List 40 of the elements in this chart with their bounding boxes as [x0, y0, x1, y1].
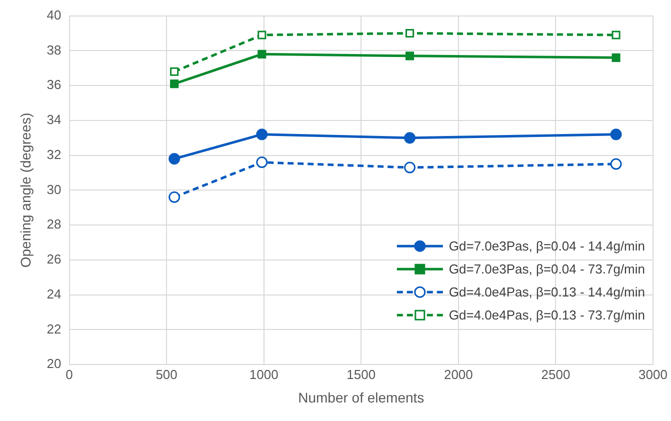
x-tick-label: 2000: [444, 366, 473, 382]
y-tick-label: 28: [46, 216, 62, 232]
point: [405, 52, 414, 60]
point: [258, 50, 266, 58]
legend-label: Gd=7.0e3Pas, β=0.04 - 14.4g/min: [448, 238, 646, 254]
y-axis-title: Opening angle (degrees): [17, 112, 34, 268]
point: [168, 191, 180, 203]
point: [256, 128, 268, 140]
y-tick-label: 32: [46, 146, 62, 162]
point: [610, 158, 622, 170]
y-tick-label: 26: [46, 252, 62, 267]
legend-label: Gd=4.0e4Pas, β=0.13 - 14.4g/min: [448, 284, 646, 300]
point: [612, 30, 620, 40]
point: [170, 80, 179, 88]
point: [404, 132, 416, 144]
x-tick-label: 2500: [541, 366, 570, 382]
point: [170, 67, 179, 76]
x-tick-label: 0: [66, 366, 73, 382]
point: [612, 53, 620, 62]
x-tick-label: 1500: [346, 366, 376, 382]
y-tick-label: 34: [46, 112, 62, 128]
point: [405, 28, 414, 38]
y-tick-label: 40: [46, 7, 62, 22]
legend-label: Gd=4.0e4Pas, β=0.13 - 73.7g/min: [448, 308, 646, 323]
point: [404, 162, 416, 174]
legend-label: Gd=7.0e3Pas, β=0.04 - 73.7g/min: [448, 262, 646, 277]
y-tick-label: 22: [46, 321, 62, 336]
y-tick-label: 20: [46, 356, 62, 372]
x-tick-label: 1000: [249, 366, 278, 382]
point: [256, 156, 268, 168]
y-tick-label: 30: [46, 182, 62, 197]
point: [168, 153, 180, 165]
y-tick-label: 24: [46, 286, 62, 302]
y-tick-label: 38: [46, 42, 62, 58]
point: [258, 30, 266, 40]
x-tick-label: 500: [156, 366, 178, 382]
y-tick-label: 36: [46, 77, 62, 92]
x-tick-label: 3000: [638, 366, 668, 382]
x-axis-title: Number of elements: [298, 389, 424, 406]
point: [610, 128, 622, 140]
